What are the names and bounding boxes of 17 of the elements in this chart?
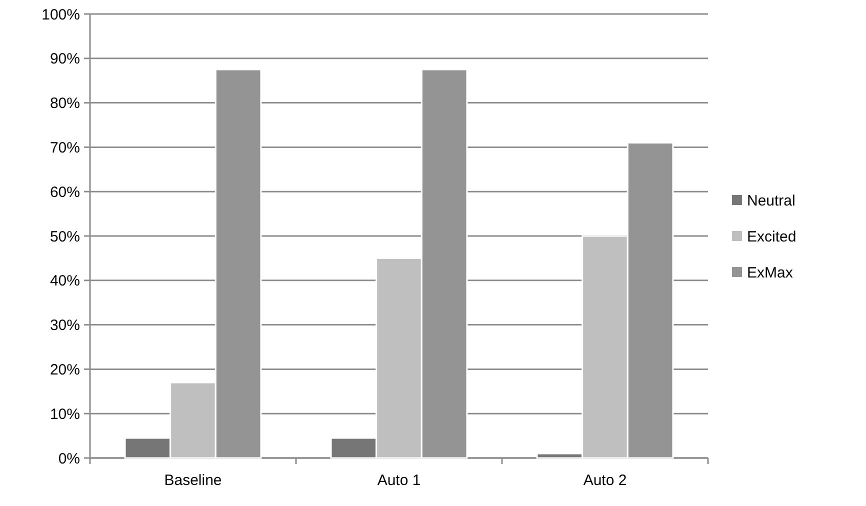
y-tick-label: 10% — [50, 406, 80, 423]
y-tick-label: 70% — [50, 139, 80, 156]
legend-label: Excited — [747, 228, 796, 246]
y-tick-label: 30% — [50, 317, 80, 334]
y-tick-label: 20% — [50, 361, 80, 378]
y-tick-label: 100% — [42, 6, 80, 24]
y-tick-label: 60% — [50, 184, 80, 201]
legend-label: ExMax — [747, 264, 794, 282]
x-tick-label: Auto 2 — [583, 472, 627, 489]
y-tick-label: 90% — [50, 50, 80, 68]
y-tick-label: 80% — [50, 95, 80, 112]
y-tick-label: 50% — [50, 228, 80, 246]
x-tick-label: Baseline — [164, 472, 222, 489]
y-tick-label: 0% — [58, 450, 80, 468]
y-tick-label: 40% — [50, 272, 80, 290]
legend-label: Neutral — [747, 192, 796, 210]
x-tick-label: Auto 1 — [377, 472, 421, 489]
